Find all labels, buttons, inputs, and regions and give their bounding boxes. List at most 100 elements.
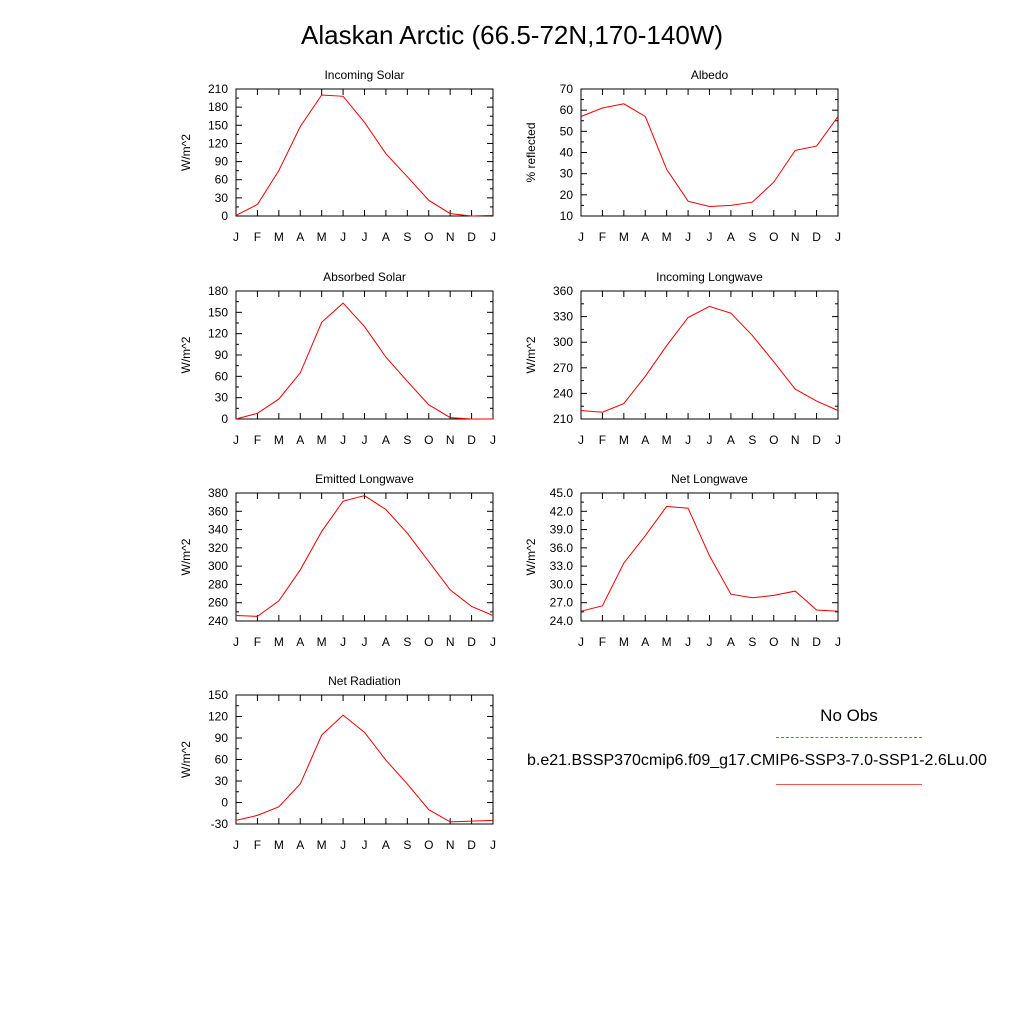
- y-tick-label: 70: [560, 82, 574, 96]
- plot-frame: [580, 88, 839, 217]
- x-tick-label: F: [254, 838, 261, 852]
- y-axis-label: % reflected: [524, 122, 538, 182]
- x-tick-label: S: [748, 635, 756, 649]
- x-tick-label: J: [707, 230, 713, 244]
- chart-title: Emitted Longwave: [315, 472, 414, 486]
- page-title: Alaskan Arctic (66.5-72N,170-140W): [301, 20, 723, 50]
- x-tick-label: M: [662, 635, 672, 649]
- y-tick-label: 30: [215, 391, 229, 405]
- y-tick-label: 150: [208, 688, 228, 702]
- y-tick-label: 150: [208, 305, 228, 319]
- y-tick-label: 27.0: [550, 596, 574, 610]
- legend-obs-label: No Obs: [820, 706, 878, 725]
- y-tick-label: 120: [208, 327, 228, 341]
- y-tick-label: 10: [560, 209, 574, 223]
- x-tick-label: D: [812, 230, 821, 244]
- series-line: [580, 505, 839, 612]
- x-tick-label: M: [274, 230, 284, 244]
- y-axis-label: W/m^2: [524, 538, 538, 575]
- x-tick-label: M: [619, 230, 629, 244]
- x-tick-label: D: [467, 433, 476, 447]
- x-tick-label: A: [296, 635, 304, 649]
- chart-panel-6: J F M A M J J A S O N D J24.027.030.033.036.039.042.…: [524, 472, 841, 649]
- y-tick-label: 360: [553, 284, 573, 298]
- y-tick-label: 180: [208, 284, 228, 298]
- chart-title: Net Longwave: [671, 472, 748, 486]
- y-tick-label: 150: [208, 118, 228, 132]
- x-tick-label: D: [467, 230, 476, 244]
- x-tick-label: A: [382, 838, 390, 852]
- x-tick-label: J: [362, 635, 368, 649]
- y-tick-label: 300: [208, 559, 228, 573]
- x-tick-label: J: [490, 635, 496, 649]
- x-tick-label: J: [490, 230, 496, 244]
- series-line: [235, 302, 493, 420]
- y-tick-label: 20: [560, 188, 574, 202]
- x-tick-label: O: [424, 230, 433, 244]
- y-tick-label: 60: [215, 173, 229, 187]
- series-line: [580, 305, 839, 413]
- x-tick-label: S: [748, 433, 756, 447]
- x-tick-label: J: [340, 635, 346, 649]
- chart-title: Incoming Solar: [324, 68, 404, 82]
- x-tick-label: J: [362, 838, 368, 852]
- y-tick-label: 60: [560, 103, 574, 117]
- x-tick-label: J: [340, 230, 346, 244]
- series-line: [235, 495, 494, 617]
- x-tick-label: M: [619, 433, 629, 447]
- x-tick-label: J: [707, 635, 713, 649]
- legend-obs-swatch: [776, 737, 922, 738]
- chart-panel-4: J F M A M J J A S O N D J210240270300330360Incoming …: [524, 270, 841, 447]
- chart-panel-5: J F M A M J J A S O N D J240260280300320340360380Emi…: [179, 472, 496, 649]
- y-tick-label: 24.0: [550, 614, 574, 628]
- x-tick-label: M: [619, 635, 629, 649]
- series-line: [580, 103, 839, 208]
- y-tick-label: 60: [215, 369, 229, 383]
- y-tick-label: 120: [208, 710, 228, 724]
- x-tick-label: N: [791, 433, 800, 447]
- x-tick-label: N: [791, 230, 800, 244]
- plot-frame: [235, 290, 494, 420]
- x-tick-label: M: [317, 433, 327, 447]
- x-tick-label: J: [707, 433, 713, 447]
- x-tick-label: A: [641, 230, 649, 244]
- x-tick-label: F: [254, 230, 261, 244]
- x-tick-label: F: [254, 433, 261, 447]
- x-tick-label: M: [274, 838, 284, 852]
- x-tick-label: J: [340, 838, 346, 852]
- x-tick-label: A: [382, 635, 390, 649]
- y-axis-label: W/m^2: [524, 336, 538, 373]
- x-tick-label: M: [662, 433, 672, 447]
- y-tick-label: 90: [215, 348, 229, 362]
- y-tick-label: 30.0: [550, 577, 574, 591]
- y-tick-label: 40: [560, 146, 574, 160]
- y-tick-label: 240: [553, 386, 573, 400]
- y-tick-label: 360: [208, 504, 228, 518]
- y-tick-label: 240: [208, 614, 228, 628]
- x-tick-label: O: [769, 230, 778, 244]
- series-line: [235, 714, 494, 823]
- chart-title: Net Radiation: [328, 674, 401, 688]
- chart-title: Absorbed Solar: [323, 270, 406, 284]
- x-tick-label: J: [835, 433, 841, 447]
- y-tick-label: 0: [221, 209, 228, 223]
- x-tick-label: O: [424, 433, 433, 447]
- y-tick-label: 90: [215, 731, 229, 745]
- x-tick-label: D: [812, 635, 821, 649]
- x-tick-label: F: [254, 635, 261, 649]
- y-tick-label: 42.0: [550, 504, 574, 518]
- y-tick-label: 340: [208, 523, 228, 537]
- x-tick-label: M: [317, 838, 327, 852]
- x-tick-label: J: [362, 230, 368, 244]
- x-tick-label: O: [769, 433, 778, 447]
- x-tick-label: S: [403, 433, 411, 447]
- x-tick-label: J: [490, 838, 496, 852]
- x-tick-label: J: [233, 838, 239, 852]
- x-tick-label: A: [296, 230, 304, 244]
- plot-frame: [580, 492, 839, 622]
- x-tick-label: N: [446, 635, 455, 649]
- x-tick-label: A: [382, 230, 390, 244]
